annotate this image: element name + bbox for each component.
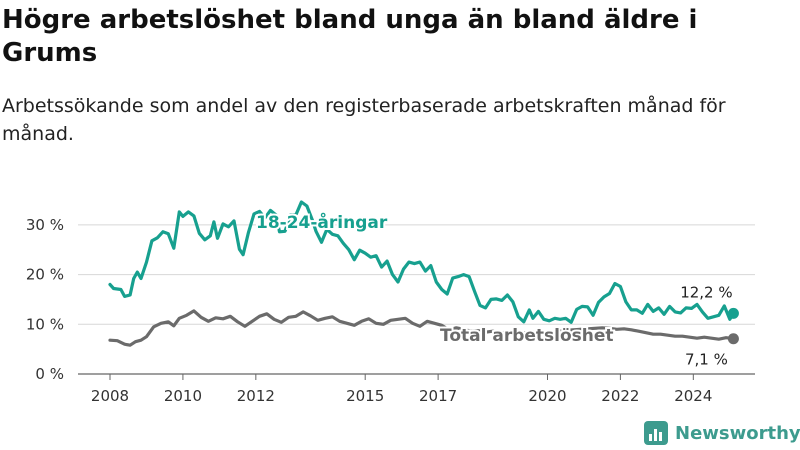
x-tick-label: 2012: [237, 387, 275, 405]
bar-chart-icon: [644, 421, 668, 445]
y-tick-label: 10 %: [26, 315, 64, 333]
chart-title: Högre arbetslöshet bland unga än bland ä…: [2, 5, 698, 68]
series-line: [108, 200, 735, 324]
brand-name: Newsworthy: [675, 422, 800, 444]
series-end-marker: [727, 333, 739, 345]
axes: 0 % 10 % 20 % 30 % 2008 2010 2012 2015 2017 2020 2…: [26, 216, 713, 405]
chart-subtitle: Arbetssökande som andel av den registerb…: [2, 95, 726, 145]
newsworthy-logo: Newsworthy: [644, 420, 800, 446]
x-tick-label: 2024: [674, 387, 712, 405]
y-tick-label: 30 %: [26, 216, 64, 234]
series-end-value-label: 7,1 %: [685, 351, 728, 369]
series-end-value-label: 12,2 %: [680, 283, 732, 301]
series-lines: [108, 200, 739, 347]
series-end-marker: [727, 307, 739, 319]
series-labels: 18-24-åringar 12,2 % Total arbetslöshet 7,1…: [254, 209, 734, 370]
y-tick-label: 20 %: [26, 266, 64, 284]
series-name-label: 18-24-åringar: [256, 211, 388, 233]
x-tick-label: 2010: [164, 387, 202, 405]
y-tick-label: 0 %: [35, 365, 64, 383]
series-line: [108, 309, 735, 347]
x-tick-label: 2017: [419, 387, 457, 405]
series-name-label: Total arbetslöshet: [440, 326, 614, 346]
x-tick-label: 2022: [601, 387, 639, 405]
x-tick-label: 2008: [91, 387, 129, 405]
x-tick-label: 2015: [346, 387, 384, 405]
x-tick-label: 2020: [528, 387, 566, 405]
gridlines: [78, 224, 755, 375]
